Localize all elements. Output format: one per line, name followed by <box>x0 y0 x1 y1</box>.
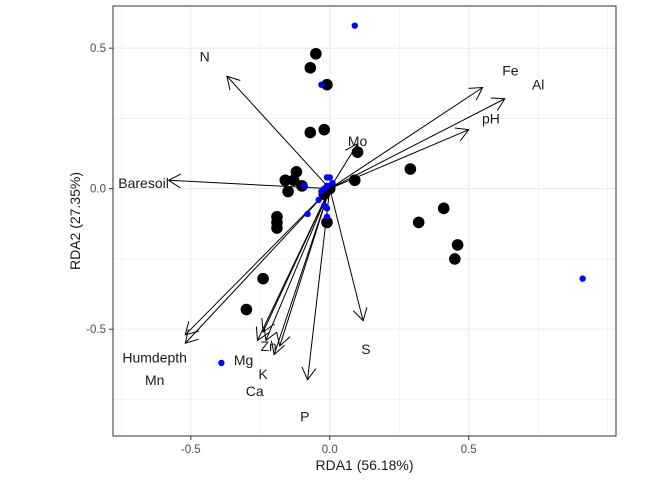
vector-label-n: N <box>200 49 210 65</box>
y-tick-label: 0.5 <box>90 43 106 55</box>
species-point <box>329 179 336 187</box>
grid-lines <box>113 6 616 436</box>
site-point <box>449 253 461 265</box>
species-point <box>323 205 331 212</box>
species-point <box>301 182 308 190</box>
site-point <box>321 216 333 229</box>
vector-arrow-n <box>226 75 331 190</box>
x-axis-title: RDA1 (56.18%) <box>315 457 413 473</box>
species-point <box>351 22 358 29</box>
vector-label-al: Al <box>532 77 544 93</box>
site-point <box>451 239 464 251</box>
species-point <box>323 213 331 220</box>
vector-label-ph: pH <box>482 110 500 126</box>
site-point <box>279 174 292 187</box>
site-point <box>351 146 364 158</box>
site-point <box>348 174 361 187</box>
site-point <box>437 202 450 215</box>
y-axis-title: RDA2 (27.35%) <box>67 172 83 270</box>
vector-arrow-fe <box>329 86 484 190</box>
species-point <box>315 196 322 204</box>
panel-border <box>112 5 617 437</box>
site-point <box>304 126 317 139</box>
vector-label-k: K <box>258 366 268 382</box>
species-point <box>318 81 325 88</box>
vector-label-p: P <box>300 408 309 424</box>
species-point <box>318 188 325 195</box>
vector-arrow-k <box>263 188 331 342</box>
species-point <box>304 210 311 218</box>
x-tick-label: 0.5 <box>461 444 477 456</box>
species-point <box>579 275 586 282</box>
site-point <box>271 222 283 234</box>
species-point <box>326 174 333 181</box>
vector-arrow-s <box>329 188 368 322</box>
site-point <box>304 62 317 74</box>
site-point <box>412 216 425 229</box>
vector-label-ca: Ca <box>246 383 264 399</box>
vector-arrow-cu <box>276 188 331 348</box>
site-point <box>240 303 253 316</box>
site-point <box>321 78 333 91</box>
species-point <box>218 359 225 367</box>
vector-label-zn: Zn <box>260 338 276 354</box>
x-axis-ticks: -0.5 0.0 0.5 <box>181 436 477 456</box>
site-point <box>257 272 269 285</box>
site-point <box>318 123 331 136</box>
vector-label-baresoil: Baresoil <box>118 175 169 191</box>
species-points <box>218 22 586 367</box>
site-point <box>287 174 300 187</box>
y-axis-ticks: -0.5 0.0 0.5 <box>86 43 113 336</box>
vector-label-mn: Mn <box>145 372 164 388</box>
site-point <box>310 47 322 60</box>
site-points <box>240 47 464 316</box>
x-tick-label: -0.5 <box>181 444 201 456</box>
y-tick-label: 0.0 <box>90 184 106 196</box>
vector-label-fe: Fe <box>502 63 519 79</box>
vector-label-s: S <box>361 341 370 357</box>
vector-label-mo: Mo <box>348 133 368 149</box>
y-tick-label: -0.5 <box>86 324 106 336</box>
vector-labels: N Fe Al pH Mo Baresoil S P Humdepth Mn Mg Zn KCa <box>118 49 544 425</box>
x-tick-label: 0.0 <box>322 444 338 456</box>
vector-arrow-al <box>329 97 506 190</box>
vector-label-mg: Mg <box>234 352 253 368</box>
vector-label-humdepth: Humdepth <box>122 349 187 365</box>
site-point <box>404 163 417 175</box>
site-point <box>282 185 294 198</box>
